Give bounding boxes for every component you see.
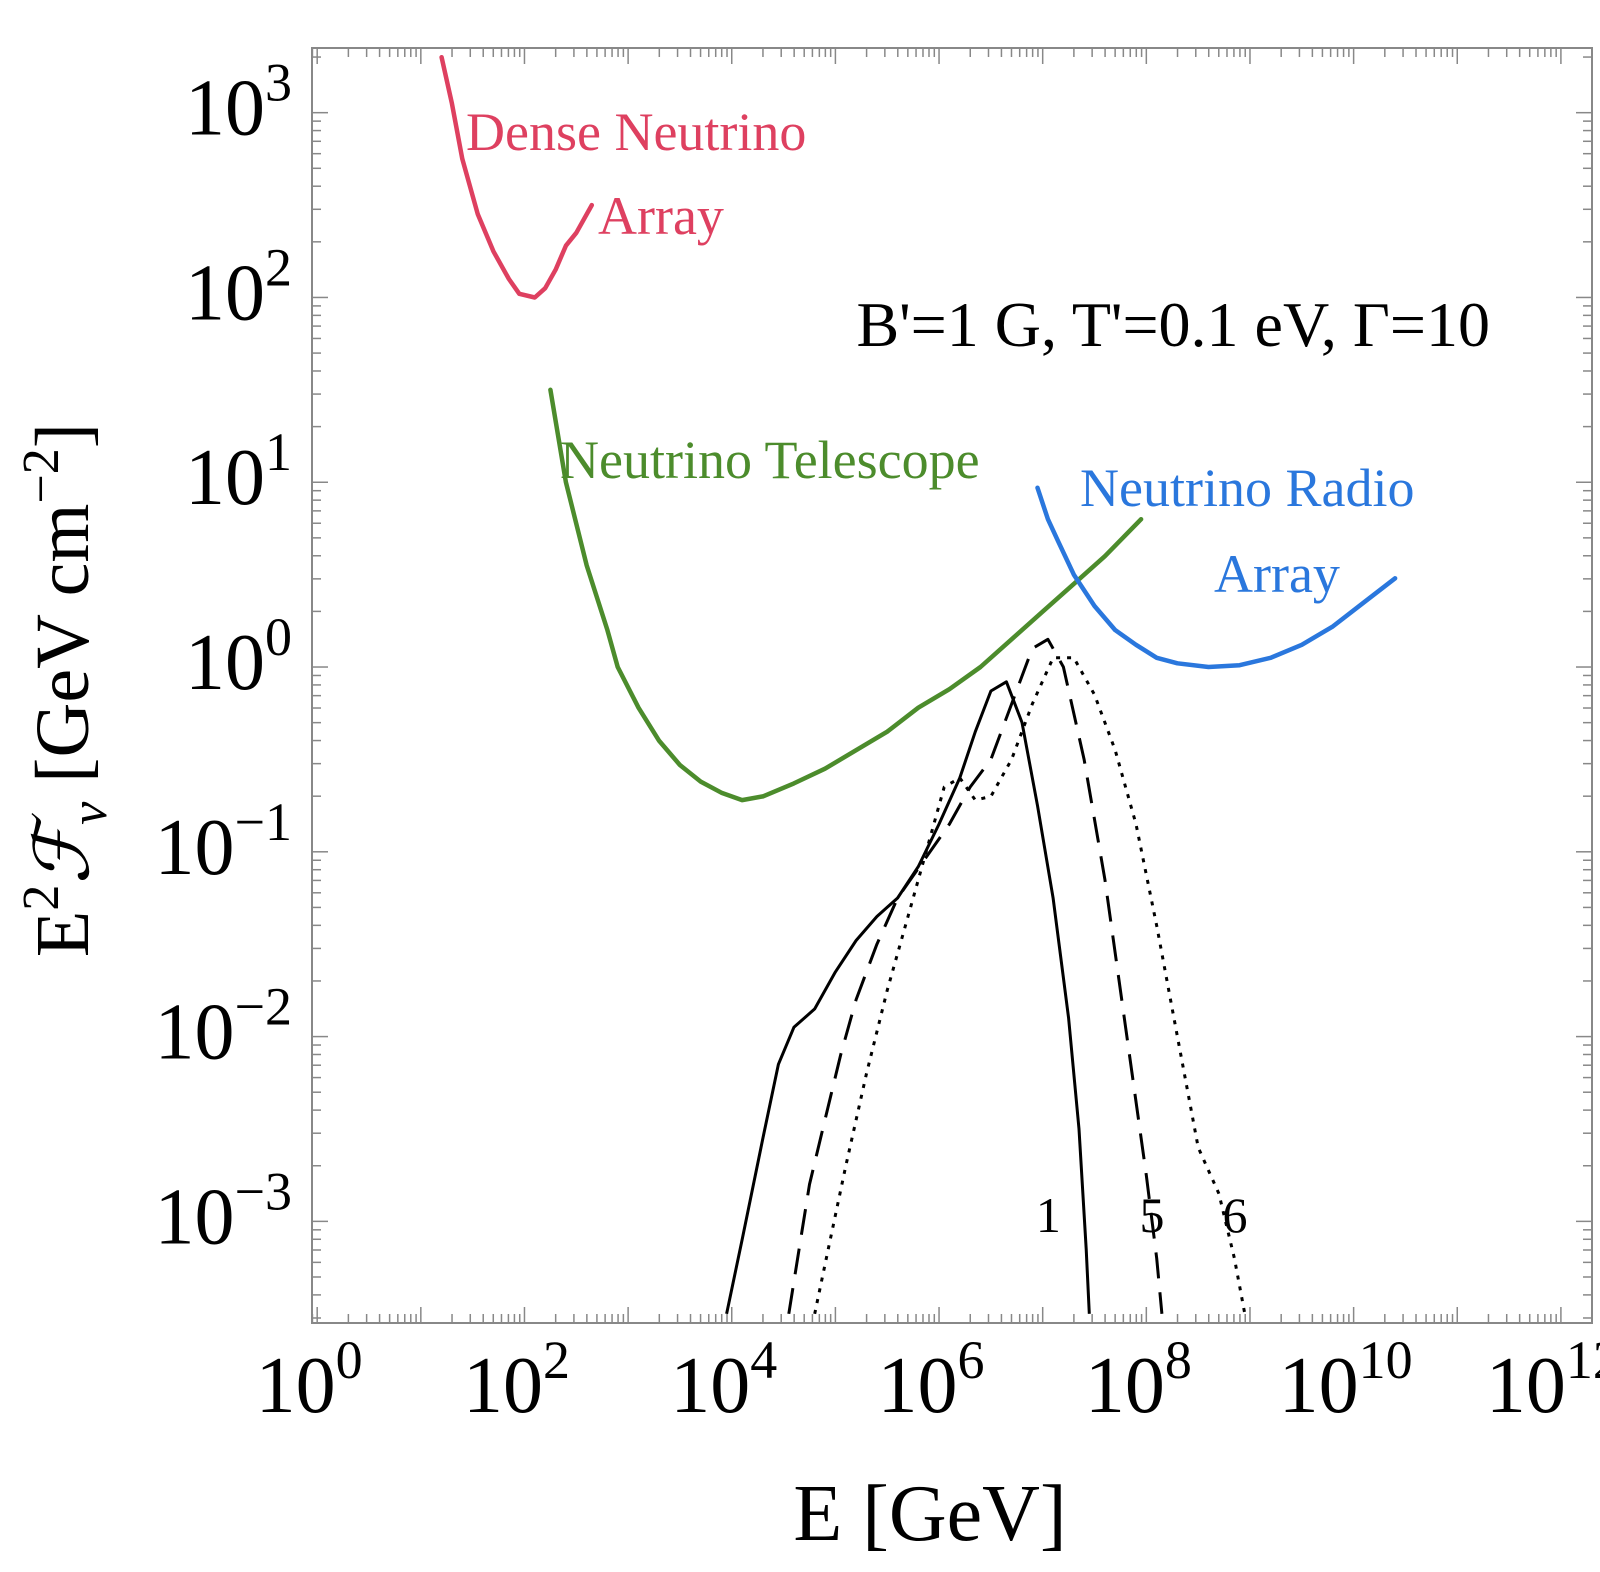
parameter-annotation: B'=1 G, T'=0.1 eV, Γ=10 <box>856 289 1490 360</box>
curve-label: Array <box>1214 544 1340 604</box>
x-tick-label: 102 <box>463 1330 570 1430</box>
series-number-label: 1 <box>1036 1187 1061 1243</box>
model-curve <box>725 680 1091 1315</box>
y-axis-label: E2ℱν [GeV cm−2] <box>13 423 118 957</box>
y-tick-label: 100 <box>185 607 292 707</box>
y-tick-label: 10−3 <box>155 1161 292 1261</box>
curve-label: Array <box>598 186 724 246</box>
x-axis-label: E [GeV] <box>793 1470 1066 1558</box>
x-tick-label: 104 <box>670 1330 777 1430</box>
sensitivity-curve <box>1035 485 1398 670</box>
curve-label: Neutrino Telescope <box>560 430 980 490</box>
y-tick-label: 103 <box>185 53 292 153</box>
x-tick-label: 108 <box>1085 1330 1192 1430</box>
model-curve <box>787 637 1164 1315</box>
curve-label: Neutrino Radio <box>1080 458 1414 518</box>
x-tick-label: 1012 <box>1486 1330 1600 1430</box>
curve-label: Dense Neutrino <box>466 102 806 162</box>
series-number-label: 6 <box>1222 1187 1247 1243</box>
x-tick-label: 100 <box>256 1330 363 1430</box>
y-tick-labels: 103 102 101 100 10−1 10−2 10−3 <box>155 53 292 1262</box>
sensitivity-curve <box>439 54 595 300</box>
model-curve <box>813 656 1247 1315</box>
curve-labels: Dense Neutrino Array Neutrino Telescope Neu… <box>466 102 1414 1243</box>
y-tick-label: 102 <box>185 237 292 337</box>
plot-frame <box>311 47 1593 1324</box>
series-number-label: 5 <box>1140 1187 1165 1243</box>
x-tick-label: 1010 <box>1279 1330 1413 1430</box>
y-tick-label: 101 <box>185 422 292 522</box>
y-tick-label: 10−1 <box>155 792 292 892</box>
y-tick-label: 10−2 <box>155 977 292 1077</box>
x-tick-label: 106 <box>878 1330 985 1430</box>
sensitivity-curve <box>548 387 1144 803</box>
x-tick-labels: 100 102 104 106 108 1010 1012 <box>256 1330 1600 1430</box>
curves <box>439 54 1398 1315</box>
tick-marks <box>311 48 1592 1323</box>
